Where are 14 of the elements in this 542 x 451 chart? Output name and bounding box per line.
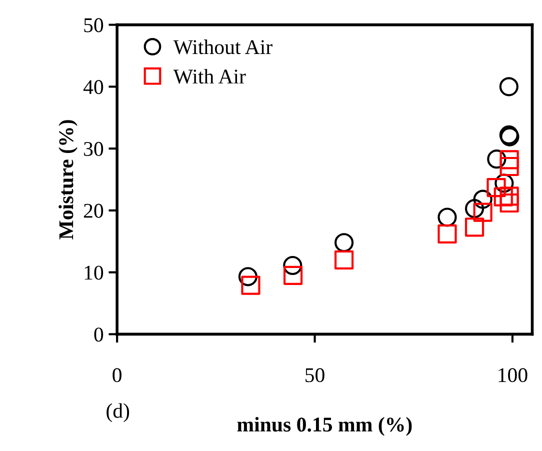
- legend-label: Without Air: [173, 40, 272, 54]
- y-tick-label: 30: [84, 142, 104, 156]
- y-tick-label: 0: [94, 328, 104, 342]
- legend-label: With Air: [173, 68, 246, 84]
- y-tick-label: 20: [84, 204, 104, 218]
- y-tick-label: 40: [83, 80, 104, 94]
- x-tick-label: 100: [498, 368, 528, 382]
- y-tick-label: 50: [84, 18, 104, 32]
- x-tick-label: 0: [112, 368, 122, 382]
- y-axis-title: Moisture (%): [58, 120, 78, 240]
- y-tick-label: 10: [84, 266, 104, 280]
- x-axis-title: minus 0.15 mm (%): [237, 416, 412, 436]
- text: (d): [106, 403, 130, 422]
- x-tick-label: 50: [306, 368, 324, 382]
